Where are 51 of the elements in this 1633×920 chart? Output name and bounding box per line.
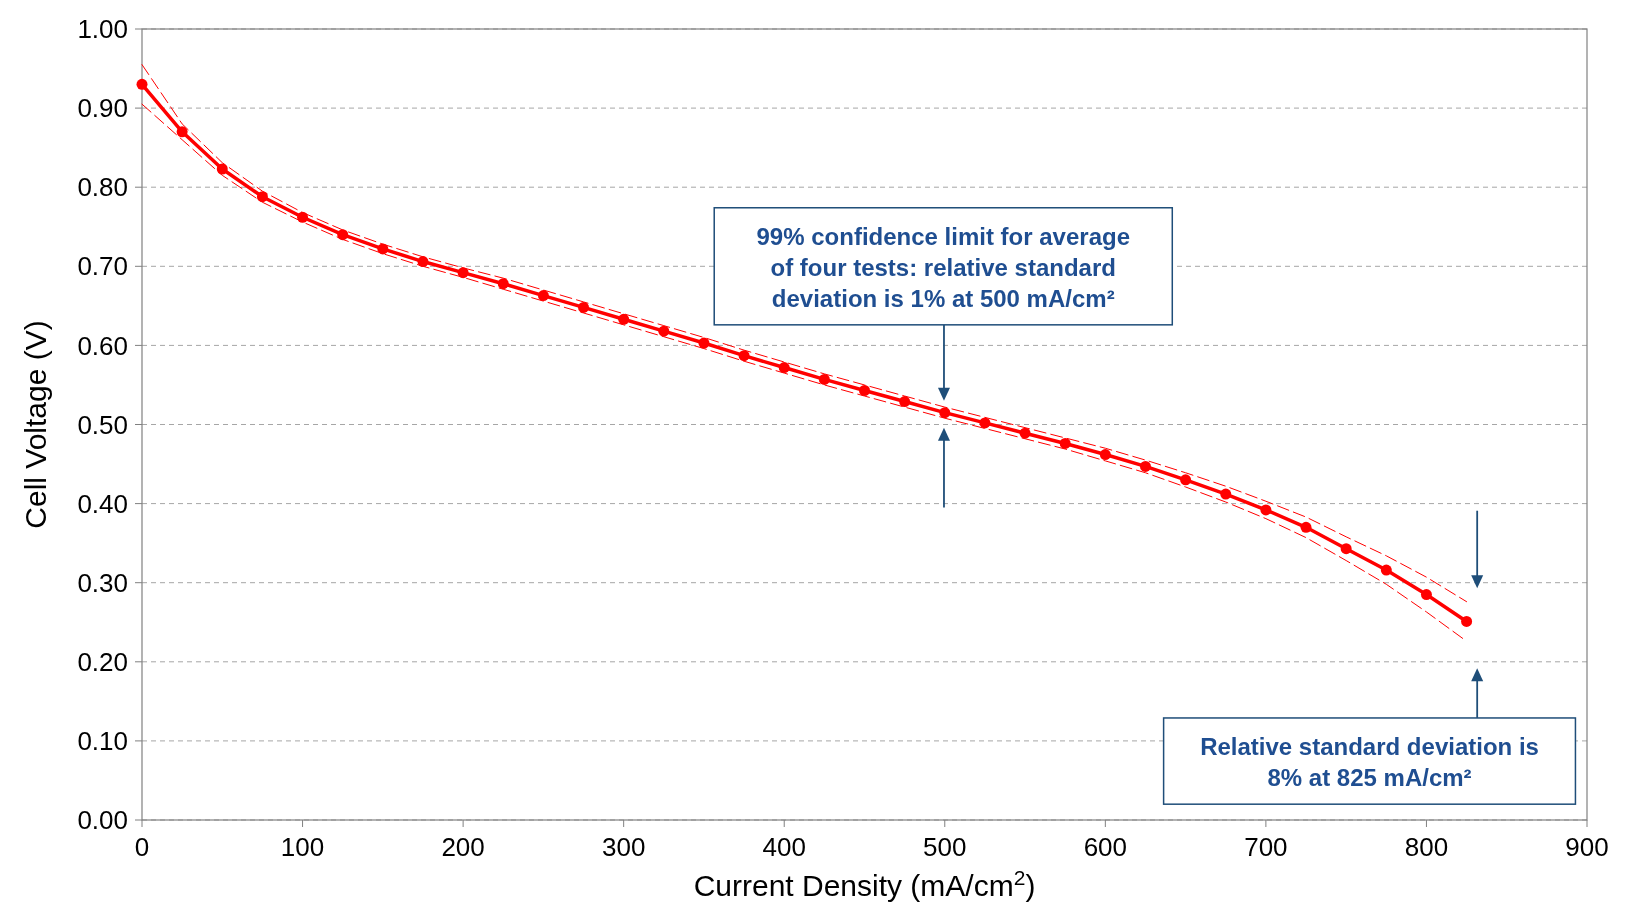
- point: [859, 384, 870, 396]
- x-tick-label: 300: [601, 832, 646, 862]
- x-tick-label: 400: [762, 832, 806, 862]
- x-tick-label: 600: [1083, 832, 1128, 862]
- y-tick-label: 1.00: [77, 14, 128, 45]
- point: [1260, 504, 1272, 516]
- y-tick-label: 0.00: [77, 805, 128, 836]
- point: [778, 362, 790, 374]
- y-axis-title: Cell Voltage (V): [19, 320, 52, 529]
- point: [1380, 564, 1392, 576]
- point: [256, 191, 268, 203]
- point: [1220, 488, 1232, 500]
- y-tick-label: 0.30: [77, 567, 128, 598]
- y-tick-label: 0.40: [77, 488, 128, 519]
- point: [136, 78, 148, 90]
- x-tick-label: 0: [134, 832, 150, 862]
- x-tick-label: 200: [441, 832, 485, 862]
- y-tick-label: 0.50: [77, 409, 128, 440]
- point: [738, 350, 750, 362]
- y-tick-label: 0.20: [77, 646, 128, 677]
- point: [979, 417, 991, 429]
- point: [497, 278, 509, 290]
- point: [618, 313, 630, 325]
- point: [578, 301, 590, 313]
- x-tick-label: 500: [923, 832, 967, 862]
- point: [1180, 474, 1192, 486]
- point: [1340, 543, 1352, 555]
- x-tick-label: 700: [1244, 832, 1288, 862]
- point: [176, 126, 188, 138]
- x-tick-label: 100: [280, 832, 325, 862]
- point: [537, 290, 549, 302]
- point: [1300, 521, 1312, 533]
- y-tick-label: 0.60: [77, 330, 128, 361]
- y-tick-label: 0.10: [77, 726, 128, 756]
- point: [818, 373, 830, 385]
- point: [1420, 589, 1432, 601]
- y-tick-label: 0.80: [77, 172, 128, 203]
- point: [939, 407, 951, 419]
- annotation: 99% confidence limit for average of four tests: relative standard deviation is 1% at 500 mA/cm²: [756, 222, 1130, 312]
- point: [658, 325, 670, 337]
- x-axis-title: Current Density (mA/cm$^{2}$): [693, 865, 1036, 902]
- y-tick-label: 0.70: [77, 251, 128, 282]
- y-tick-label: 0.90: [77, 93, 128, 124]
- point: [1099, 449, 1111, 461]
- point: [1461, 615, 1473, 627]
- x-tick-label: 900: [1565, 832, 1609, 862]
- point: [1059, 437, 1071, 449]
- annotation: Relative standard deviation is 8% at 825 mA/cm²: [1200, 732, 1539, 791]
- point: [1139, 460, 1151, 472]
- point: [899, 396, 911, 408]
- x-tick-label: 800: [1404, 832, 1449, 862]
